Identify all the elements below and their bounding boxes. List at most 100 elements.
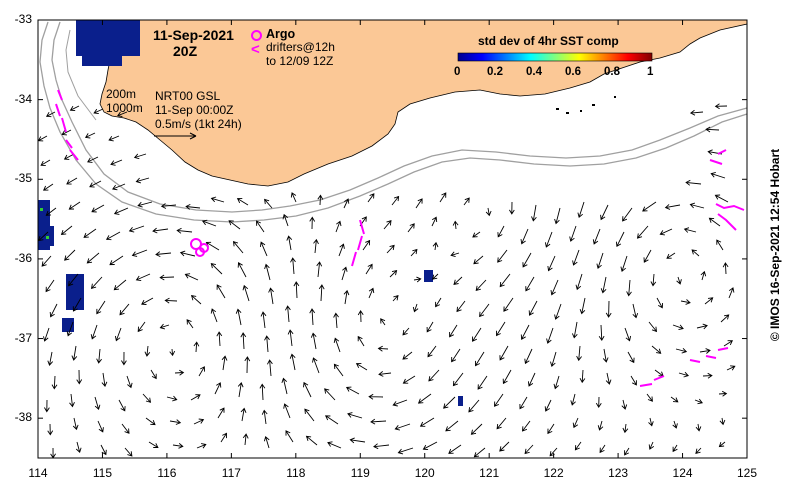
current-arrow xyxy=(117,111,128,118)
current-arrow xyxy=(595,396,602,409)
current-arrow xyxy=(193,341,200,353)
current-arrow xyxy=(571,321,578,339)
current-arrow xyxy=(605,300,612,318)
current-arrow xyxy=(716,239,724,251)
current-arrow xyxy=(75,441,82,454)
current-arrow xyxy=(419,417,435,427)
current-arrow xyxy=(672,420,678,429)
current-arrow xyxy=(169,348,176,357)
current-arrow xyxy=(41,255,52,267)
current-arrow xyxy=(648,417,654,427)
current-arrow xyxy=(333,363,344,377)
current-arrow xyxy=(648,441,655,450)
current-arrow xyxy=(600,276,607,294)
current-arrow xyxy=(124,447,133,457)
current-arrow xyxy=(554,207,561,225)
current-arrow xyxy=(432,241,439,251)
current-arrow xyxy=(217,407,225,419)
current-arrow xyxy=(550,279,559,296)
current-arrow xyxy=(313,238,319,254)
current-arrow xyxy=(694,398,703,405)
current-arrow xyxy=(282,213,289,227)
current-arrow xyxy=(90,276,103,290)
current-arrow xyxy=(89,180,102,188)
current-arrow xyxy=(210,263,223,275)
current-arrow xyxy=(402,351,413,360)
current-arrow xyxy=(118,399,126,412)
current-arrow xyxy=(714,194,729,203)
current-arrow xyxy=(324,415,339,425)
current-arrow xyxy=(135,177,150,184)
current-arrow xyxy=(244,356,251,374)
current-arrow xyxy=(324,388,336,401)
current-arrow xyxy=(96,348,102,364)
current-arrow xyxy=(44,399,50,413)
current-arrow xyxy=(317,194,324,206)
current-arrow xyxy=(196,443,207,449)
current-arrow xyxy=(126,375,133,389)
current-arrow xyxy=(624,327,632,342)
current-arrow xyxy=(228,220,241,230)
current-arrow xyxy=(94,396,101,411)
current-arrow xyxy=(452,372,464,387)
current-arrow xyxy=(69,393,75,408)
sst-variance-highlights xyxy=(40,208,49,239)
current-arrow xyxy=(172,443,184,449)
current-arrow xyxy=(264,335,270,353)
current-arrow xyxy=(723,340,734,347)
current-arrow xyxy=(497,225,505,238)
current-arrow xyxy=(110,159,123,166)
current-arrow xyxy=(179,250,196,257)
current-arrow xyxy=(602,348,609,363)
current-arrow xyxy=(357,335,365,347)
current-arrow xyxy=(190,295,202,305)
current-arrow xyxy=(470,423,483,435)
current-arrow xyxy=(597,420,604,431)
current-arrow xyxy=(184,273,199,281)
current-arrow xyxy=(553,375,560,390)
current-arrow xyxy=(643,249,652,263)
current-arrow xyxy=(240,332,247,350)
current-arrow xyxy=(242,433,249,446)
current-arrow xyxy=(96,300,106,315)
current-arrow xyxy=(343,198,350,209)
current-arrow xyxy=(268,287,274,305)
current-arrow xyxy=(726,365,736,371)
current-arrow xyxy=(309,308,316,326)
current-arrow xyxy=(93,108,104,115)
current-arrow xyxy=(520,324,530,340)
current-arrow xyxy=(198,366,205,377)
current-arrow xyxy=(169,419,182,425)
current-arrow xyxy=(287,329,294,347)
current-arrow xyxy=(370,418,387,425)
current-arrow xyxy=(236,198,249,206)
current-arrow xyxy=(91,204,105,213)
current-arrow xyxy=(60,225,73,236)
current-arrow xyxy=(497,249,508,263)
current-arrow xyxy=(148,441,159,448)
current-arrow xyxy=(708,217,721,227)
current-arrow xyxy=(427,345,437,358)
current-arrow xyxy=(237,381,244,398)
current-arrow xyxy=(417,393,432,404)
current-arrow xyxy=(68,273,79,287)
current-arrow xyxy=(38,231,49,242)
current-arrow xyxy=(214,382,222,395)
current-arrow xyxy=(685,179,702,186)
current-arrow xyxy=(137,201,153,208)
current-arrow xyxy=(392,399,408,407)
current-arrow xyxy=(528,300,538,316)
current-arrow xyxy=(355,363,368,371)
current-arrow xyxy=(310,332,317,350)
current-arrow xyxy=(431,216,438,227)
current-arrow xyxy=(659,228,673,236)
current-arrow xyxy=(347,412,363,419)
current-arrow xyxy=(546,327,554,344)
current-arrow xyxy=(626,279,632,297)
current-arrow xyxy=(261,409,268,425)
current-arrow xyxy=(402,375,416,384)
current-arrow xyxy=(160,203,177,209)
current-arrow xyxy=(576,345,582,362)
current-arrow xyxy=(472,231,481,238)
current-arrow xyxy=(144,345,151,357)
